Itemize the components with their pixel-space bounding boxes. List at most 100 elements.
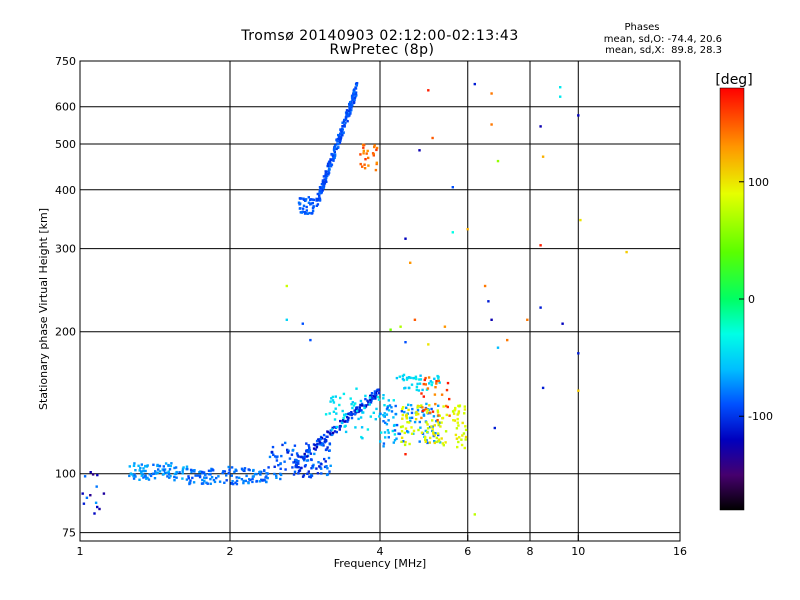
data-point [344,121,347,125]
data-point [138,478,141,481]
data-point [417,412,420,416]
data-point [181,467,185,470]
data-point [318,439,321,443]
data-point [348,114,351,117]
data-point [154,472,158,475]
data-point [366,428,370,431]
data-point [360,402,364,406]
data-point [324,448,328,452]
data-point [404,440,407,444]
data-point [139,466,142,470]
data-point [343,414,346,417]
data-point [442,405,445,408]
data-point [443,325,447,328]
data-point [263,479,267,482]
data-point [251,475,255,478]
data-point [302,204,306,207]
data-point [389,328,392,331]
data-point [426,427,430,430]
data-point [356,408,359,411]
data-point [346,418,350,422]
data-point [351,406,354,410]
data-point [405,406,408,409]
data-point [324,413,328,416]
data-point [178,471,181,474]
data-point [173,466,176,470]
y-tick-label: 500 [55,138,76,151]
data-point [577,352,580,355]
data-point [344,430,348,434]
data-point [457,410,461,413]
data-point [392,416,395,419]
data-point [235,482,239,486]
data-point [363,404,366,407]
data-point [464,438,467,441]
data-point [292,448,295,452]
data-points [81,82,628,516]
data-point [325,177,328,180]
data-point [435,419,438,423]
data-point [433,393,437,396]
data-point [316,472,320,475]
data-point [406,421,409,424]
data-point [577,389,580,392]
data-point [355,82,358,86]
data-point [456,417,459,421]
data-point [333,430,337,433]
data-point [325,439,328,443]
data-point [382,394,385,397]
data-point [227,471,231,474]
data-point [441,442,444,445]
data-point [166,471,169,475]
data-point [388,404,392,407]
data-point [189,479,192,482]
data-point [316,203,320,206]
data-point [454,408,457,411]
data-point [351,104,354,107]
data-point [392,399,395,402]
data-point [323,178,326,181]
data-point [415,385,419,389]
data-point [455,427,459,430]
data-point [425,388,429,391]
data-point [277,464,280,467]
data-point [303,212,307,215]
data-point [328,412,331,415]
data-point [436,432,440,435]
data-point [253,472,257,476]
data-point [141,473,145,476]
data-point [436,409,439,412]
data-point [409,261,412,264]
data-point [401,417,404,420]
data-point [162,465,165,468]
data-point [324,170,327,173]
data-point [293,444,297,447]
data-point [401,407,404,411]
data-point [342,416,345,420]
data-point [352,101,356,104]
data-point [383,404,386,407]
data-point [321,188,324,192]
data-point [354,91,358,94]
data-point [315,199,318,202]
data-point [382,397,385,400]
data-point [305,459,309,462]
data-point [391,429,394,433]
data-point [235,469,238,472]
data-point [444,441,447,444]
data-point [316,442,319,446]
data-point [262,478,265,482]
data-point [490,123,493,126]
data-point [301,475,305,478]
data-point [437,404,440,407]
data-point [413,420,417,424]
data-point [144,465,147,468]
data-point [243,467,247,470]
data-point [410,411,414,415]
data-point [446,405,449,409]
data-point [386,429,390,432]
data-point [354,402,357,405]
data-point [437,379,440,383]
data-point [348,104,351,107]
